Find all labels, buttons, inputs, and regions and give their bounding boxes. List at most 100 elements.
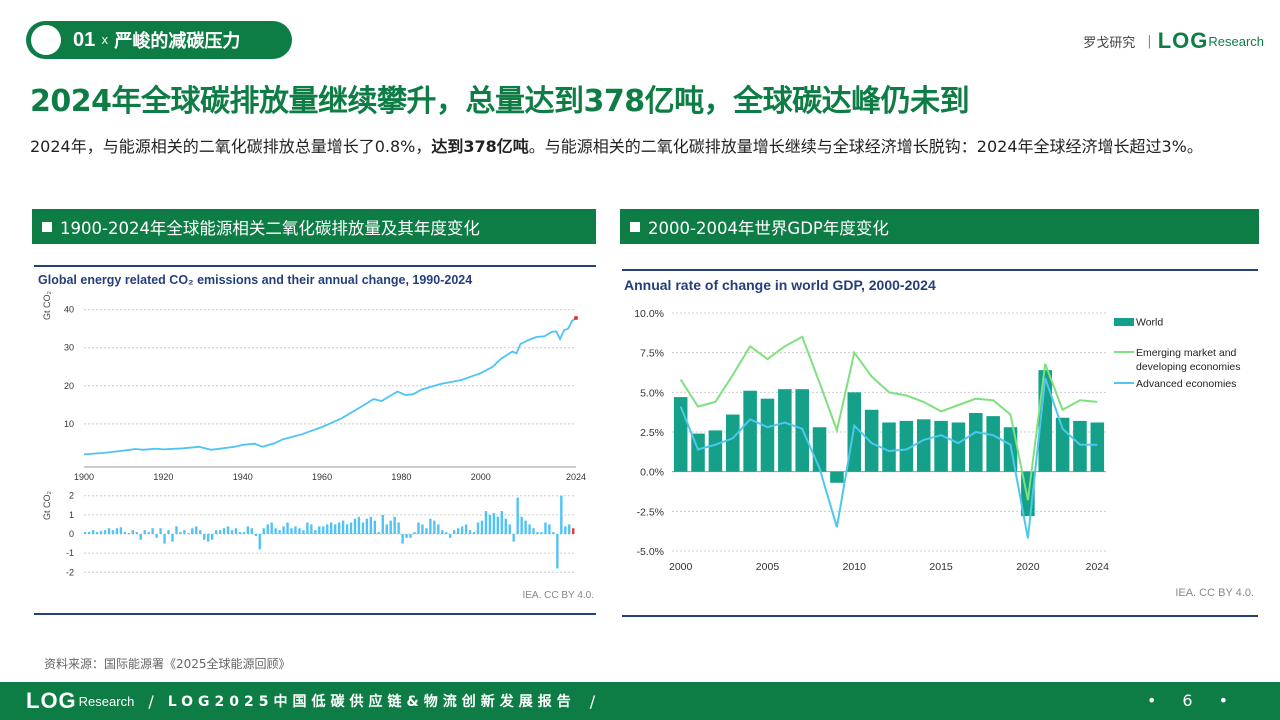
change-bar bbox=[456, 528, 460, 534]
summary-part-2: 。与能源相关的二氧化碳排放量增长继续与全球经济增长脱钩：2024年全球经济增长超… bbox=[528, 137, 1203, 156]
gdp-world-bar bbox=[986, 416, 1000, 472]
change-bar bbox=[353, 518, 357, 534]
change-bar bbox=[453, 530, 456, 534]
gdp-world-bar bbox=[760, 398, 775, 472]
change-bar bbox=[381, 514, 384, 534]
change-bar bbox=[532, 528, 535, 534]
brand-logo: LOG bbox=[1157, 28, 1209, 53]
change-bar bbox=[429, 518, 432, 534]
change-bar bbox=[226, 526, 230, 534]
change-bar bbox=[333, 524, 337, 534]
change-bar bbox=[409, 534, 412, 538]
gdp-world-bar bbox=[812, 427, 827, 472]
gdp-world-bar bbox=[708, 430, 723, 472]
section-number: 01 bbox=[73, 28, 96, 51]
emissions-x-tick: 1900 bbox=[74, 472, 94, 482]
footer-separator-1: / bbox=[148, 691, 154, 711]
change-bar bbox=[568, 524, 571, 534]
change-bar bbox=[234, 528, 238, 534]
summary-part-1: 2024年，与能源相关的二氧化碳排放总量增长了0.8%， bbox=[30, 137, 432, 156]
change-bar bbox=[421, 524, 424, 534]
gdp-y-tick: 7.5% bbox=[640, 348, 664, 360]
pager-dot-left: • bbox=[1146, 691, 1157, 710]
change-bar bbox=[560, 495, 563, 534]
change-y-label: Gt CO₂ bbox=[42, 490, 52, 520]
change-bar bbox=[107, 528, 111, 534]
change-bar bbox=[111, 530, 115, 534]
change-bar bbox=[330, 522, 333, 534]
change-bar bbox=[127, 533, 131, 534]
change-bar bbox=[349, 522, 353, 534]
change-bar bbox=[377, 532, 380, 534]
change-bar bbox=[536, 532, 539, 534]
right-panel-bullet bbox=[630, 221, 640, 232]
brand-logo-sub: Research bbox=[1208, 33, 1264, 49]
change-bar bbox=[143, 530, 146, 534]
emissions-x-tick: 2024 bbox=[566, 472, 586, 482]
left-chart: Global energy related CO₂ emissions and … bbox=[32, 262, 598, 618]
gdp-chart-svg: Annual rate of change in world GDP, 2000… bbox=[622, 269, 1258, 617]
change-bar bbox=[258, 534, 261, 550]
change-bar bbox=[476, 522, 480, 534]
change-bar bbox=[282, 526, 285, 534]
gdp-y-tick: -2.5% bbox=[637, 506, 664, 518]
change-bar bbox=[246, 526, 250, 534]
emissions-x-tick: 1960 bbox=[312, 472, 332, 482]
change-bar bbox=[548, 524, 551, 534]
change-bar bbox=[254, 534, 257, 536]
gdp-x-tick: 2015 bbox=[929, 561, 953, 573]
change-bar bbox=[294, 526, 297, 534]
gdp-advanced-line bbox=[679, 377, 1098, 539]
change-bar bbox=[318, 526, 321, 534]
change-bar bbox=[195, 526, 198, 534]
change-bar bbox=[238, 532, 242, 534]
pager-dot-right: • bbox=[1218, 691, 1228, 710]
change-bar bbox=[302, 530, 305, 534]
change-bar bbox=[99, 531, 103, 534]
change-bar bbox=[449, 534, 452, 538]
change-bar bbox=[508, 524, 511, 534]
gdp-y-tick: -5.0% bbox=[637, 546, 664, 558]
change-y-tick: -1 bbox=[66, 548, 74, 558]
change-bar bbox=[119, 527, 123, 534]
emissions-latest-point bbox=[574, 316, 578, 320]
change-bar bbox=[163, 534, 166, 544]
emissions-x-tick: 1980 bbox=[391, 472, 411, 482]
legend-world-swatch bbox=[1114, 318, 1134, 326]
gdp-x-tick: 2000 bbox=[669, 561, 693, 573]
change-bar bbox=[425, 528, 428, 534]
change-bar bbox=[357, 516, 361, 534]
change-bar bbox=[171, 534, 174, 542]
change-bar bbox=[441, 530, 444, 534]
change-bar bbox=[401, 534, 404, 544]
change-bar bbox=[322, 526, 325, 534]
change-bar bbox=[445, 532, 448, 534]
change-bar bbox=[393, 516, 396, 534]
change-bar bbox=[417, 522, 420, 534]
change-bar bbox=[95, 532, 99, 534]
right-panel-header: 2000-2004年世界GDP年度变化 bbox=[620, 209, 1259, 244]
change-bar bbox=[115, 528, 119, 534]
left-panel-header: 1900-2024年全球能源相关二氧化碳排放量及其年度变化 bbox=[32, 209, 596, 244]
gdp-x-tick: 2010 bbox=[843, 561, 867, 573]
change-bar bbox=[131, 530, 134, 534]
change-bar bbox=[413, 532, 416, 534]
change-bar bbox=[369, 516, 373, 534]
change-bar bbox=[103, 530, 107, 534]
emissions-x-tick: 1920 bbox=[153, 472, 173, 482]
change-bar bbox=[278, 530, 281, 534]
change-bar bbox=[460, 526, 464, 534]
change-bar bbox=[310, 524, 313, 534]
gdp-x-tick: 2005 bbox=[756, 561, 780, 573]
change-bar bbox=[298, 528, 301, 534]
change-bar bbox=[274, 528, 277, 534]
change-bar bbox=[87, 532, 91, 534]
change-bar bbox=[365, 518, 369, 534]
legend-emerging-label-line2: developing economies bbox=[1136, 361, 1241, 373]
change-bar bbox=[230, 530, 234, 534]
left-credit: IEA. CC BY 4.0. bbox=[522, 590, 594, 601]
change-bar bbox=[492, 512, 496, 534]
footer-logo-sub: Research bbox=[78, 693, 135, 709]
change-bar bbox=[512, 534, 515, 542]
change-bar bbox=[337, 522, 341, 534]
